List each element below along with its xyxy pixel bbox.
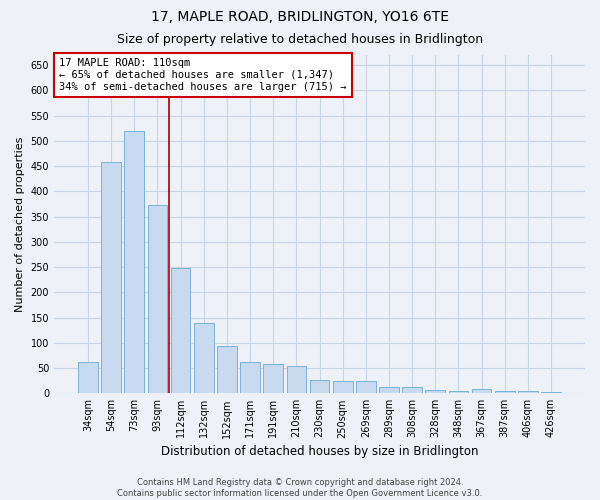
Text: 17, MAPLE ROAD, BRIDLINGTON, YO16 6TE: 17, MAPLE ROAD, BRIDLINGTON, YO16 6TE	[151, 10, 449, 24]
Bar	[425, 390, 445, 394]
Bar	[240, 362, 260, 394]
Bar	[124, 130, 144, 394]
Bar	[310, 380, 329, 394]
Text: Contains HM Land Registry data © Crown copyright and database right 2024.
Contai: Contains HM Land Registry data © Crown c…	[118, 478, 482, 498]
Y-axis label: Number of detached properties: Number of detached properties	[15, 136, 25, 312]
Bar	[263, 364, 283, 394]
Bar	[495, 392, 515, 394]
Bar	[101, 162, 121, 394]
Bar	[356, 380, 376, 394]
Bar	[171, 268, 190, 394]
Bar	[217, 346, 237, 394]
Bar	[194, 322, 214, 394]
X-axis label: Distribution of detached houses by size in Bridlington: Distribution of detached houses by size …	[161, 444, 478, 458]
Bar	[472, 390, 491, 394]
Text: Size of property relative to detached houses in Bridlington: Size of property relative to detached ho…	[117, 32, 483, 46]
Text: 17 MAPLE ROAD: 110sqm
← 65% of detached houses are smaller (1,347)
34% of semi-d: 17 MAPLE ROAD: 110sqm ← 65% of detached …	[59, 58, 347, 92]
Bar	[148, 206, 167, 394]
Bar	[449, 391, 468, 394]
Bar	[518, 391, 538, 394]
Bar	[287, 366, 306, 394]
Bar	[78, 362, 98, 394]
Bar	[333, 380, 353, 394]
Bar	[541, 392, 561, 394]
Bar	[402, 388, 422, 394]
Bar	[379, 388, 399, 394]
